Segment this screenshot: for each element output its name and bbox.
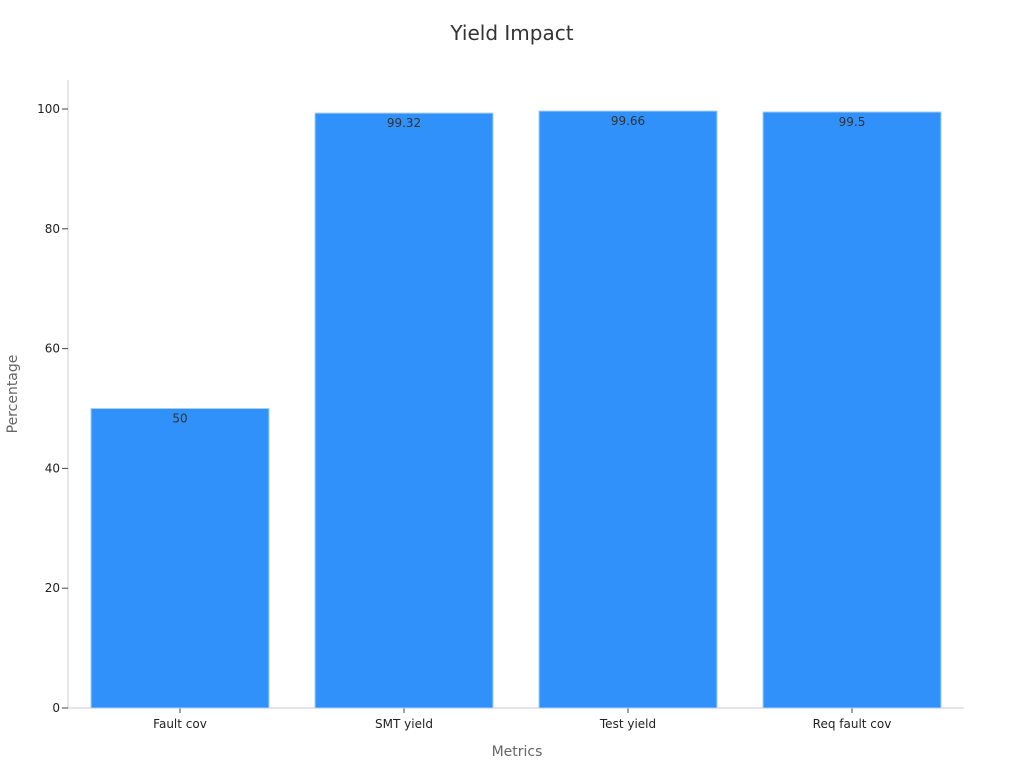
- x-axis-label: Metrics: [492, 744, 543, 760]
- bars-group: [90, 110, 942, 709]
- y-tick-label: 40: [45, 461, 60, 475]
- y-tick-label: 60: [45, 342, 60, 356]
- data-label: 50: [172, 412, 187, 426]
- data-label: 99.66: [611, 114, 645, 128]
- x-axis: Fault cov SMT yield Test yield Req fault co…: [68, 707, 964, 731]
- x-tick-label: Test yield: [599, 717, 656, 731]
- data-label: 99.32: [387, 116, 421, 130]
- y-tick-label: 0: [52, 701, 60, 715]
- x-tick-label: Fault cov: [153, 717, 207, 731]
- y-tick-label: 100: [37, 102, 60, 116]
- y-tick-label: 80: [45, 222, 60, 236]
- y-axis: 0 20 40 60 80 100: [37, 80, 69, 715]
- bar: [762, 111, 942, 709]
- x-tick-label: Req fault cov: [813, 717, 892, 731]
- y-axis-label: Percentage: [5, 355, 21, 434]
- data-labels-group: 50 99.32 99.66 99.5: [172, 114, 865, 425]
- x-tick-label: SMT yield: [375, 717, 433, 731]
- y-tick-label: 20: [45, 581, 60, 595]
- bar: [90, 408, 270, 709]
- bar: [314, 112, 494, 709]
- chart-title: Yield Impact: [449, 21, 573, 45]
- bar: [538, 110, 718, 709]
- data-label: 99.5: [839, 115, 866, 129]
